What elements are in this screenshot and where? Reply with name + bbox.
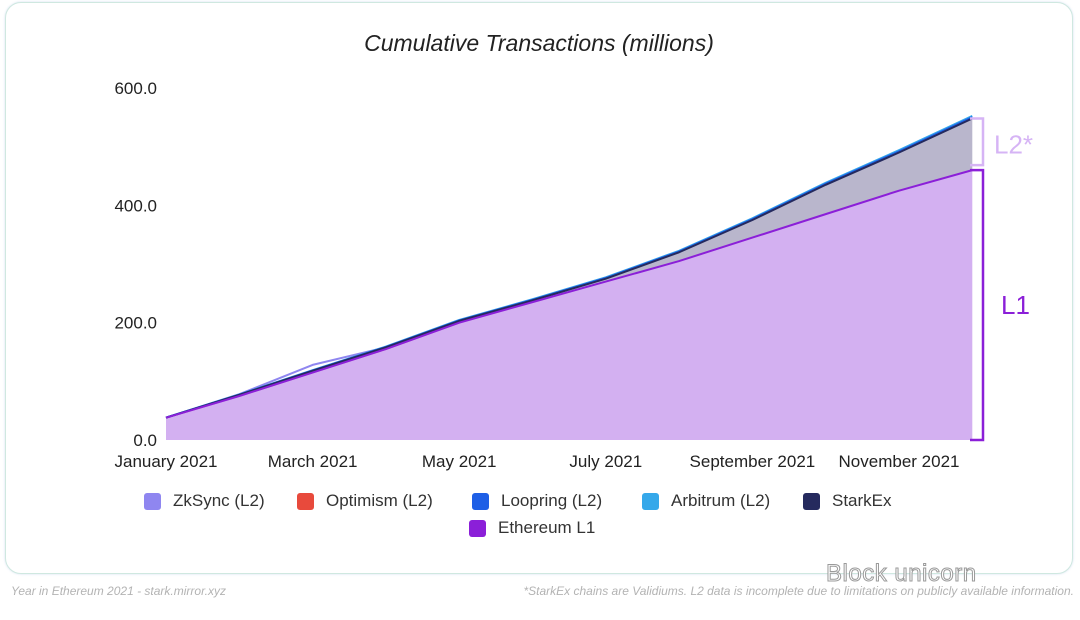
legend-label: Optimism (L2)	[326, 491, 433, 510]
legend-label: Ethereum L1	[498, 518, 596, 537]
legend-swatch	[144, 492, 161, 510]
chart-title: Cumulative Transactions (millions)	[364, 30, 714, 56]
x-tick-label: September 2021	[690, 452, 816, 471]
y-tick-label: 600.0	[114, 79, 157, 98]
ethereum-l1-area	[166, 170, 973, 441]
y-tick-label: 200.0	[114, 314, 157, 333]
legend-item: Optimism (L2)	[297, 490, 433, 512]
x-tick-label: July 2021	[569, 452, 642, 471]
legend-label: StarkEx	[832, 491, 892, 510]
legend-label: Arbitrum (L2)	[671, 491, 771, 510]
l1-bracket	[970, 168, 985, 442]
ethereum-l1-line	[165, 169, 973, 419]
legend-item: Ethereum L1	[469, 517, 595, 539]
starkex-line	[165, 117, 973, 419]
y-tick-label: 0.0	[133, 431, 157, 450]
watermark: Block unicorn	[826, 560, 977, 588]
l2-bracket	[970, 117, 985, 167]
legend-swatch	[297, 492, 314, 510]
legend-item: ZkSync (L2)	[144, 490, 265, 512]
legend-label: Loopring (L2)	[501, 491, 603, 510]
x-tick-label: March 2021	[268, 452, 358, 471]
footnote: *StarkEx chains are Validiums. L2 data i…	[523, 584, 1074, 598]
legend-swatch	[803, 492, 820, 510]
legend-item: StarkEx	[803, 490, 892, 512]
source-caption: Year in Ethereum 2021 - stark.mirror.xyz	[11, 584, 226, 598]
x-tick-label: November 2021	[839, 452, 960, 471]
legend-label: ZkSync (L2)	[173, 491, 265, 510]
l1-bracket-label: L1	[1001, 290, 1030, 320]
x-tick-label: January 2021	[114, 452, 217, 471]
x-tick-label: May 2021	[422, 452, 497, 471]
legend-item: Arbitrum (L2)	[642, 490, 770, 512]
legend-swatch	[472, 492, 489, 510]
y-tick-label: 400.0	[114, 196, 157, 215]
legend-swatch	[642, 492, 659, 510]
legend-item: Loopring (L2)	[472, 490, 602, 512]
legend-swatch	[469, 519, 486, 537]
l2-bracket-label: L2*	[994, 129, 1033, 159]
